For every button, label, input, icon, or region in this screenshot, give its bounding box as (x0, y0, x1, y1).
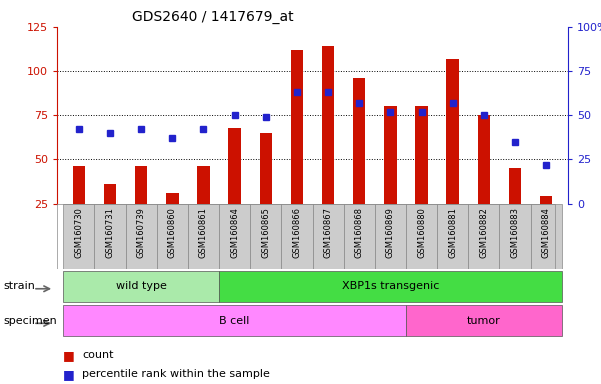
Bar (63, 271, 219, 302)
Bar (415, 106, 428, 248)
Bar (344, 204, 375, 269)
Text: GSM160883: GSM160883 (510, 207, 519, 258)
Bar (291, 50, 303, 248)
Bar (406, 204, 437, 269)
Bar (313, 204, 344, 269)
Text: GSM160884: GSM160884 (542, 207, 551, 258)
Text: GSM160739: GSM160739 (136, 207, 145, 258)
Text: GSM160864: GSM160864 (230, 207, 239, 258)
Bar (540, 197, 552, 248)
Text: GSM160865: GSM160865 (261, 207, 270, 258)
Text: GSM160860: GSM160860 (168, 207, 177, 258)
Text: GSM160866: GSM160866 (293, 207, 302, 258)
Text: tumor: tumor (467, 316, 501, 326)
Bar (447, 59, 459, 248)
Bar (126, 204, 157, 269)
Text: GSM160881: GSM160881 (448, 207, 457, 258)
Bar (157, 204, 188, 269)
Bar (73, 166, 85, 248)
Bar (531, 204, 562, 269)
Bar (166, 193, 178, 248)
Bar (219, 204, 250, 269)
Text: XBP1s transgenic: XBP1s transgenic (342, 281, 439, 291)
Text: wild type: wild type (116, 281, 166, 291)
Bar (375, 204, 406, 269)
Bar (281, 204, 313, 269)
Bar (219, 271, 562, 302)
Bar (499, 204, 531, 269)
Bar (437, 204, 468, 269)
Text: GSM160882: GSM160882 (480, 207, 489, 258)
Text: percentile rank within the sample: percentile rank within the sample (82, 369, 270, 379)
Text: GSM160730: GSM160730 (75, 207, 84, 258)
Text: GSM160868: GSM160868 (355, 207, 364, 258)
Bar (228, 127, 241, 248)
Bar (197, 166, 210, 248)
Text: strain: strain (3, 281, 35, 291)
Text: GSM160861: GSM160861 (199, 207, 208, 258)
Bar (63, 305, 406, 336)
Text: ■: ■ (63, 368, 75, 381)
Bar (478, 115, 490, 248)
Bar (250, 204, 281, 269)
Text: specimen: specimen (3, 316, 56, 326)
Bar (353, 78, 365, 248)
Text: count: count (82, 350, 114, 360)
Text: GSM160867: GSM160867 (323, 207, 332, 258)
Bar (104, 184, 116, 248)
Bar (94, 204, 126, 269)
Text: ■: ■ (63, 349, 75, 362)
Bar (188, 204, 219, 269)
Bar (384, 106, 397, 248)
Text: B cell: B cell (219, 316, 250, 326)
Text: GSM160869: GSM160869 (386, 207, 395, 258)
Bar (260, 133, 272, 248)
Bar (468, 204, 499, 269)
Text: GDS2640 / 1417679_at: GDS2640 / 1417679_at (132, 10, 294, 23)
Bar (406, 305, 562, 336)
Text: GSM160731: GSM160731 (106, 207, 115, 258)
Bar (322, 46, 334, 248)
Bar (135, 166, 147, 248)
Text: GSM160880: GSM160880 (417, 207, 426, 258)
Bar (63, 204, 94, 269)
Bar (509, 168, 521, 248)
